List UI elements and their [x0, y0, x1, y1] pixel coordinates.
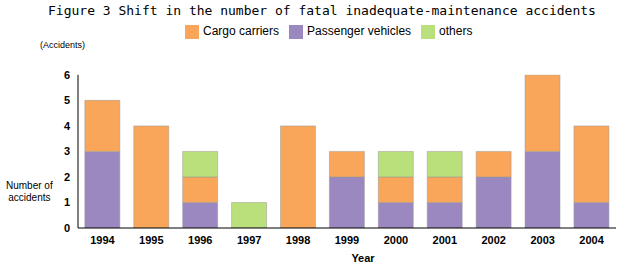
svg-text:0: 0 — [64, 222, 70, 234]
svg-text:2001: 2001 — [433, 234, 457, 246]
html-text:Number of: Number of — [6, 180, 53, 191]
html-text:accidents: accidents — [8, 192, 51, 203]
svg-text:1998: 1998 — [286, 234, 310, 246]
svg-text:1994: 1994 — [90, 234, 115, 246]
svg-text:6: 6 — [64, 69, 70, 81]
svg-text:1: 1 — [64, 196, 70, 208]
html-text:Figure 3 Shift in the number o: Figure 3 Shift in the number of fatal in… — [48, 3, 596, 18]
svg-text:2000: 2000 — [384, 234, 408, 246]
svg-text:1995: 1995 — [139, 234, 163, 246]
svg-text:2002: 2002 — [481, 234, 505, 246]
html-text:others: others — [439, 24, 473, 38]
html-text:(Accidents): (Accidents) — [40, 40, 85, 50]
svg-text:5: 5 — [64, 94, 70, 106]
svg-text:1996: 1996 — [188, 234, 212, 246]
html-text:Cargo carriers: Cargo carriers — [203, 24, 279, 38]
svg-text:1999: 1999 — [335, 234, 359, 246]
svg-text:2004: 2004 — [579, 234, 604, 246]
svg-text:3: 3 — [64, 145, 70, 157]
svg-text:1997: 1997 — [237, 234, 261, 246]
svg-text:2: 2 — [64, 171, 70, 183]
html-text:Year: Year — [351, 252, 375, 264]
svg-text:4: 4 — [64, 120, 71, 132]
svg-text:2003: 2003 — [530, 234, 554, 246]
html-text:Passenger vehicles: Passenger vehicles — [307, 24, 412, 38]
